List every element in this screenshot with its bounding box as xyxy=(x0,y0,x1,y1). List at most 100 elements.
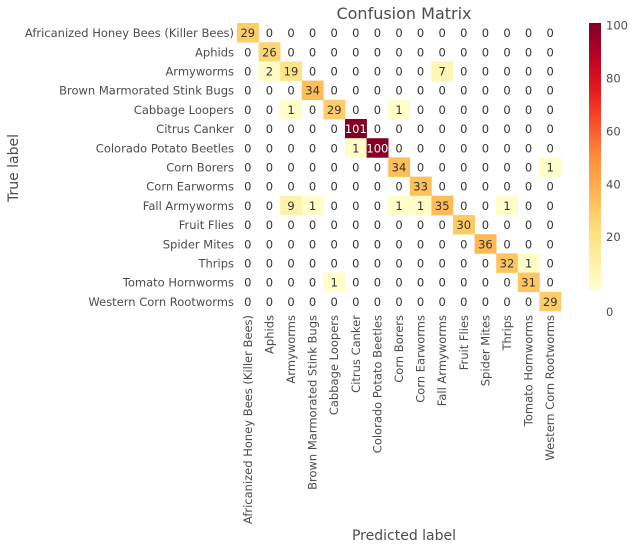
cell-value-label: 0 xyxy=(439,103,446,117)
cell-value-label: 0 xyxy=(266,161,273,175)
heatmap-cell xyxy=(258,42,281,62)
heatmap-cell xyxy=(280,99,303,120)
cell-value-label: 0 xyxy=(287,26,294,40)
cell-value-label: 0 xyxy=(244,237,251,251)
cell-value-label: 0 xyxy=(309,257,316,271)
cell-value-label: 0 xyxy=(417,26,424,40)
heatmap-cell xyxy=(431,195,454,216)
cell-value-label: 0 xyxy=(395,218,402,232)
heatmap-cell xyxy=(431,61,454,81)
heatmap-cell xyxy=(280,61,303,81)
cell-value-label: 0 xyxy=(525,103,532,117)
colorbar: 0 20 40 60 80 100 xyxy=(589,19,628,319)
cell-value-label: 0 xyxy=(460,276,467,290)
colorbar-gradient xyxy=(589,23,601,290)
cell-value-label: 0 xyxy=(460,26,467,40)
cell-value-label: 0 xyxy=(266,84,273,98)
cell-value-label: 0 xyxy=(244,103,251,117)
cell-value-label: 0 xyxy=(439,218,446,232)
heatmap-cell xyxy=(388,195,411,216)
y-tick-label: Cabbage Loopers xyxy=(134,103,234,117)
cell-value-label: 0 xyxy=(417,122,424,136)
cell-value-label: 0 xyxy=(374,180,381,194)
cell-value-label: 0 xyxy=(439,295,446,309)
cell-value-label: 0 xyxy=(266,295,273,309)
cell-value-label: 0 xyxy=(244,122,251,136)
cell-value-label: 0 xyxy=(525,26,532,40)
cell-value-label: 0 xyxy=(482,180,489,194)
cell-value-label: 0 xyxy=(525,65,532,79)
cell-value-label: 0 xyxy=(525,84,532,98)
heatmap-cell xyxy=(496,195,519,216)
y-tick-label: Thrips xyxy=(197,257,234,271)
cell-value-label: 1 xyxy=(309,199,316,213)
cell-value-label: 0 xyxy=(309,276,316,290)
cell-value-label: 0 xyxy=(244,199,251,213)
cell-value-label: 0 xyxy=(525,237,532,251)
cell-value-label: 1 xyxy=(395,103,402,117)
colorbar-tick-label: 100 xyxy=(606,19,628,33)
x-tick-label: Thrips xyxy=(500,315,514,352)
cell-value-label: 0 xyxy=(417,276,424,290)
cell-value-label: 0 xyxy=(331,295,338,309)
heatmap-cell xyxy=(388,157,411,177)
cell-value-label: 1 xyxy=(352,141,359,155)
cell-value-label: 0 xyxy=(309,161,316,175)
heatmap-cell xyxy=(280,195,303,216)
heatmap-cell xyxy=(539,157,562,177)
cell-value-label: 0 xyxy=(547,237,554,251)
cell-value-label: 0 xyxy=(244,295,251,309)
cell-value-label: 0 xyxy=(482,45,489,59)
cell-value-label: 0 xyxy=(331,161,338,175)
x-axis-label: Predicted label xyxy=(352,528,456,544)
x-tick-label: Fruit Flies xyxy=(457,315,471,370)
cell-value-label: 0 xyxy=(525,180,532,194)
cell-value-label: 36 xyxy=(478,237,493,251)
cell-value-label: 0 xyxy=(374,199,381,213)
cell-value-label: 0 xyxy=(482,295,489,309)
cell-value-label: 0 xyxy=(439,141,446,155)
cell-value-label: 0 xyxy=(266,141,273,155)
cell-value-label: 35 xyxy=(435,199,450,213)
cell-value-label: 0 xyxy=(525,295,532,309)
colorbar-tick-label: 40 xyxy=(606,177,621,191)
cell-value-label: 0 xyxy=(503,45,510,59)
cell-value-label: 0 xyxy=(287,45,294,59)
cell-value-label: 0 xyxy=(374,237,381,251)
cell-value-label: 0 xyxy=(460,65,467,79)
cell-value-label: 0 xyxy=(439,180,446,194)
cell-value-label: 0 xyxy=(331,141,338,155)
cell-value-label: 0 xyxy=(244,45,251,59)
cell-value-label: 0 xyxy=(395,141,402,155)
cell-value-label: 0 xyxy=(503,26,510,40)
cell-value-label: 0 xyxy=(352,199,359,213)
colorbar-tick-label: 20 xyxy=(606,230,621,244)
cell-value-label: 0 xyxy=(547,84,554,98)
cell-value-label: 0 xyxy=(331,180,338,194)
cell-value-label: 1 xyxy=(547,161,554,175)
cell-value-label: 0 xyxy=(417,257,424,271)
cell-value-label: 0 xyxy=(266,237,273,251)
cell-value-label: 0 xyxy=(309,218,316,232)
cell-value-label: 2 xyxy=(266,65,273,79)
cell-value-label: 0 xyxy=(309,45,316,59)
heatmap-cell xyxy=(301,195,324,216)
cell-value-label: 0 xyxy=(525,218,532,232)
cell-value-label: 0 xyxy=(374,122,381,136)
cell-value-label: 0 xyxy=(244,141,251,155)
cell-value-label: 0 xyxy=(244,180,251,194)
cell-value-label: 0 xyxy=(374,65,381,79)
cell-value-label: 26 xyxy=(262,45,277,59)
cell-value-label: 0 xyxy=(374,295,381,309)
cell-value-label: 0 xyxy=(309,180,316,194)
cell-value-label: 0 xyxy=(374,103,381,117)
y-tick-label: Africanized Honey Bees (Killer Bees) xyxy=(25,26,234,40)
cell-value-label: 0 xyxy=(309,237,316,251)
cell-value-label: 0 xyxy=(482,161,489,175)
cell-value-label: 0 xyxy=(266,218,273,232)
heatmap-cell xyxy=(301,80,324,101)
x-tick-label: Fall Armyworms xyxy=(435,315,449,406)
cell-value-label: 0 xyxy=(439,45,446,59)
cell-value-label: 0 xyxy=(352,218,359,232)
cell-value-label: 0 xyxy=(374,161,381,175)
